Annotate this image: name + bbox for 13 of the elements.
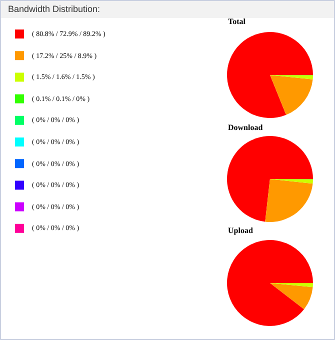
pie-slice [270,283,313,310]
chart-title: Download [228,123,264,132]
pie-slice [270,75,313,80]
pie-slice [227,240,313,326]
pie-slice [227,136,313,222]
text: Bandwidth Distribution: [8,4,100,14]
chart-title: Total [228,17,246,26]
pie-slice [227,32,313,118]
pie-slice [265,179,313,222]
pie-slice [270,179,313,184]
pie-slice [270,75,313,115]
chart-title: Upload [228,226,254,235]
pie-slice [270,283,313,288]
